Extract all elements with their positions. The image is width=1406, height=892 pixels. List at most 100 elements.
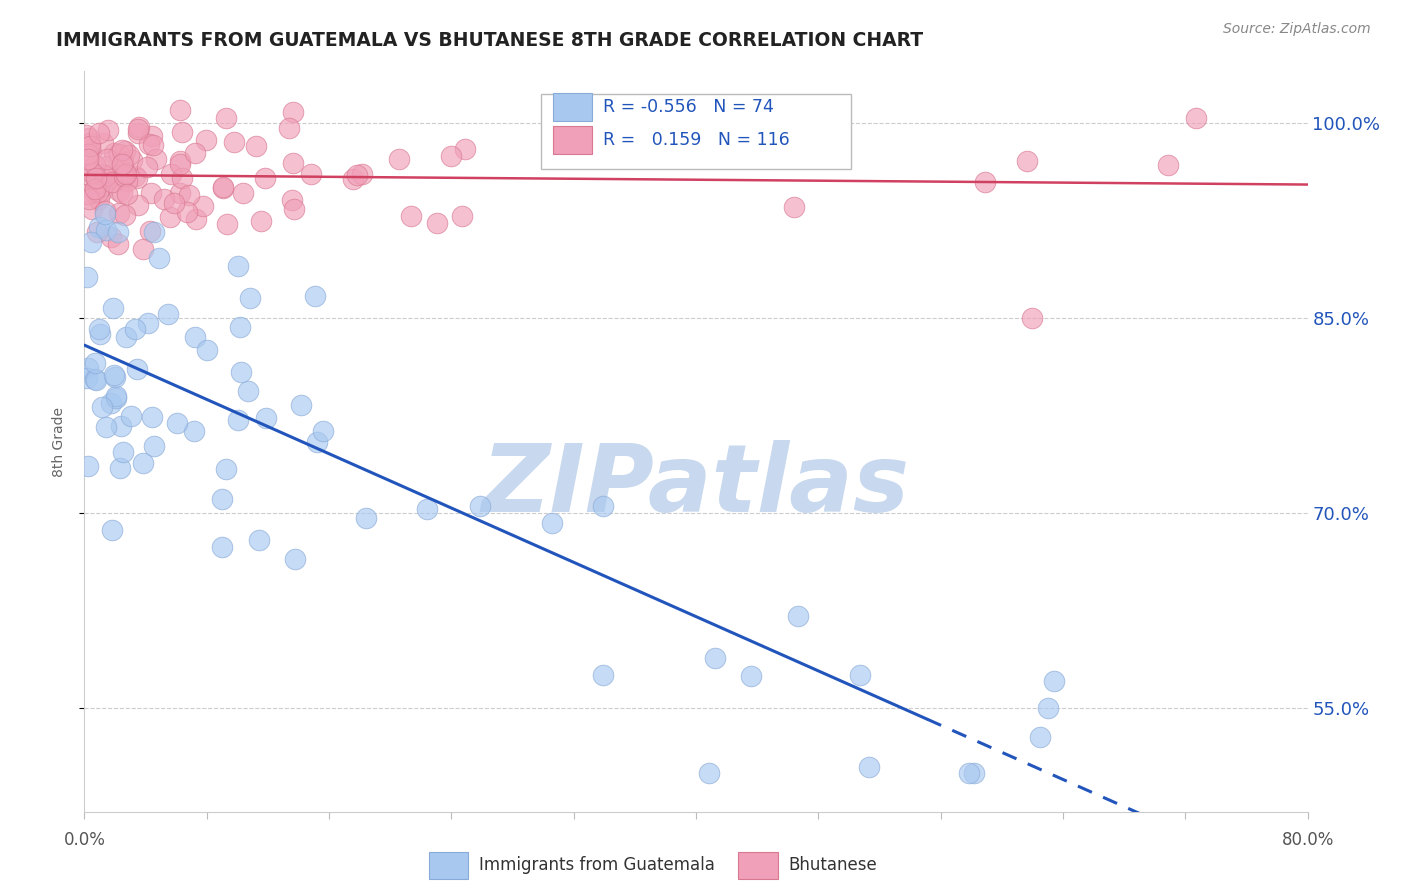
- Point: [415, 502, 437, 516]
- Point: [91, 179, 114, 194]
- Point: [195, 343, 218, 357]
- Point: [111, 186, 134, 200]
- Point: [592, 668, 614, 682]
- Point: [166, 416, 188, 430]
- Point: [86, 176, 108, 190]
- Point: [152, 192, 174, 206]
- Text: 0.0%: 0.0%: [63, 831, 105, 849]
- Point: [169, 153, 191, 168]
- Point: [94, 169, 117, 183]
- Point: [103, 145, 125, 160]
- Point: [399, 210, 422, 224]
- Point: [163, 196, 186, 211]
- Point: [212, 181, 235, 195]
- Text: Immigrants from Guatemala: Immigrants from Guatemala: [479, 856, 716, 874]
- Point: [124, 322, 146, 336]
- Point: [136, 316, 159, 330]
- Point: [86, 226, 108, 240]
- Point: [82, 166, 104, 180]
- Point: [114, 144, 136, 158]
- Point: [127, 126, 149, 140]
- Point: [103, 301, 125, 315]
- Point: [87, 220, 110, 235]
- Point: [211, 179, 233, 194]
- Point: [83, 185, 105, 199]
- Point: [82, 172, 104, 186]
- Point: [101, 167, 124, 181]
- Point: [90, 401, 112, 415]
- Point: [281, 105, 304, 120]
- Point: [86, 172, 108, 186]
- Point: [141, 409, 163, 424]
- Point: [541, 516, 564, 530]
- Point: [77, 147, 100, 161]
- Point: [172, 125, 194, 139]
- Point: [697, 765, 720, 780]
- Point: [96, 152, 118, 166]
- Point: [245, 139, 267, 153]
- Point: [1029, 731, 1052, 745]
- Point: [79, 138, 101, 153]
- Point: [858, 760, 880, 774]
- Point: [80, 202, 103, 216]
- Point: [704, 651, 727, 665]
- Point: [94, 207, 117, 221]
- Point: [789, 131, 811, 145]
- Point: [1043, 674, 1066, 689]
- Point: [215, 462, 238, 476]
- Point: [94, 420, 117, 434]
- Point: [100, 396, 122, 410]
- Point: [84, 171, 107, 186]
- Point: [79, 136, 101, 151]
- Point: [87, 127, 110, 141]
- Y-axis label: 8th Grade: 8th Grade: [52, 407, 66, 476]
- Point: [849, 667, 872, 681]
- Point: [80, 235, 103, 249]
- Point: [229, 365, 252, 379]
- Point: [232, 186, 254, 200]
- Point: [142, 225, 165, 239]
- Point: [115, 173, 138, 187]
- Point: [135, 160, 157, 174]
- Point: [215, 112, 238, 126]
- Point: [184, 211, 207, 226]
- Point: [254, 410, 277, 425]
- Point: [101, 524, 124, 538]
- Point: [76, 458, 98, 473]
- Point: [76, 270, 98, 285]
- Point: [128, 120, 150, 134]
- Point: [592, 500, 614, 514]
- Point: [77, 192, 100, 206]
- Point: [957, 765, 980, 780]
- Point: [107, 236, 129, 251]
- Point: [304, 289, 326, 303]
- Point: [84, 158, 107, 172]
- Point: [177, 187, 200, 202]
- Point: [450, 209, 472, 223]
- Point: [100, 229, 122, 244]
- Point: [107, 226, 129, 240]
- Point: [115, 330, 138, 344]
- Point: [101, 175, 124, 189]
- Point: [112, 445, 135, 459]
- Point: [89, 326, 111, 341]
- Point: [127, 198, 149, 212]
- Point: [94, 203, 117, 218]
- Point: [280, 193, 302, 207]
- Text: 80.0%: 80.0%: [1281, 831, 1334, 849]
- Point: [111, 143, 134, 157]
- Point: [87, 192, 110, 206]
- Point: [215, 218, 238, 232]
- Point: [229, 320, 252, 334]
- Point: [91, 136, 114, 151]
- Point: [132, 242, 155, 256]
- Point: [159, 167, 181, 181]
- Point: [77, 152, 100, 166]
- Point: [84, 182, 107, 196]
- Point: [82, 165, 104, 179]
- Point: [454, 143, 477, 157]
- Point: [80, 145, 103, 159]
- Point: [352, 167, 374, 181]
- Point: [142, 138, 165, 153]
- Text: R =   0.159   N = 116: R = 0.159 N = 116: [603, 131, 790, 149]
